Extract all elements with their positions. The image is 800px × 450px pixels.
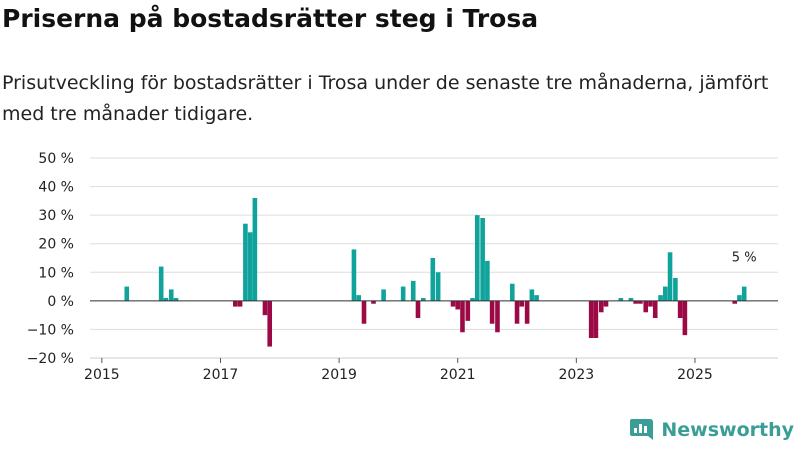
bar bbox=[598, 300, 604, 313]
bar bbox=[514, 300, 520, 324]
bar bbox=[638, 300, 643, 304]
annotations: 5 % bbox=[732, 251, 757, 266]
bar bbox=[618, 298, 624, 301]
bar bbox=[430, 258, 436, 301]
brand-name: Newsworthy bbox=[661, 419, 794, 441]
last-value-label: 5 % bbox=[732, 251, 757, 266]
bar bbox=[603, 300, 609, 307]
bar bbox=[648, 300, 653, 307]
bar bbox=[400, 286, 406, 301]
bar bbox=[421, 298, 426, 301]
bar bbox=[435, 272, 441, 301]
bar bbox=[495, 300, 500, 333]
bar bbox=[593, 300, 599, 338]
bar bbox=[509, 283, 515, 301]
y-tick-label: −20 % bbox=[27, 351, 74, 367]
bar bbox=[524, 300, 530, 324]
bar bbox=[247, 232, 253, 301]
bars bbox=[124, 198, 747, 347]
bar bbox=[124, 286, 130, 301]
bar bbox=[534, 295, 539, 301]
newsworthy-brand[interactable]: Newsworthy bbox=[629, 416, 794, 444]
y-tick-label: 40 % bbox=[38, 180, 74, 196]
bar bbox=[677, 300, 683, 318]
bar bbox=[480, 218, 485, 301]
bar bbox=[415, 300, 421, 318]
bar bbox=[465, 300, 471, 321]
bar bbox=[470, 298, 475, 301]
y-tick-label: −10 % bbox=[27, 322, 74, 338]
bar bbox=[474, 215, 480, 301]
x-tick-label: 2019 bbox=[321, 367, 357, 383]
bar bbox=[737, 295, 742, 301]
bar bbox=[381, 289, 386, 301]
bar bbox=[351, 249, 357, 301]
bar bbox=[410, 280, 416, 301]
bar bbox=[529, 289, 535, 301]
y-tick-label: 20 % bbox=[38, 237, 74, 253]
bar bbox=[633, 300, 638, 304]
bar bbox=[361, 300, 367, 324]
y-tick-label: 50 % bbox=[38, 151, 74, 167]
newsworthy-logo-icon bbox=[630, 419, 654, 440]
bar bbox=[663, 286, 668, 301]
bar bbox=[489, 300, 495, 324]
bar bbox=[371, 300, 376, 304]
bar bbox=[732, 300, 738, 304]
bar bbox=[158, 266, 164, 301]
bar bbox=[741, 286, 747, 301]
bar bbox=[267, 300, 273, 347]
bar bbox=[519, 300, 525, 307]
chart-subtitle: Prisutveckling för bostadsrätter i Trosa… bbox=[2, 72, 769, 125]
bar bbox=[168, 289, 174, 301]
x-tick-label: 2021 bbox=[440, 367, 476, 383]
bar bbox=[237, 300, 243, 307]
x-tick-label: 2023 bbox=[559, 367, 595, 383]
x-tick-label: 2025 bbox=[677, 367, 713, 383]
bar bbox=[682, 300, 688, 336]
bar bbox=[652, 300, 658, 318]
bar bbox=[163, 298, 169, 301]
bar bbox=[673, 278, 678, 301]
x-axis: 2015 2017 2019 2021 2023 2025 bbox=[84, 357, 778, 383]
bar bbox=[173, 298, 179, 301]
bar bbox=[643, 300, 649, 313]
bar bbox=[588, 300, 594, 338]
bar bbox=[628, 298, 634, 301]
y-tick-label: 0 % bbox=[47, 294, 74, 310]
bar bbox=[667, 252, 673, 301]
bar bbox=[356, 295, 361, 301]
chart-title: Priserna på bostadsrätter steg i Trosa bbox=[2, 4, 539, 33]
bar bbox=[233, 300, 238, 307]
bar bbox=[262, 300, 268, 316]
bar bbox=[450, 300, 456, 307]
bar bbox=[485, 260, 490, 301]
bar bbox=[460, 300, 465, 333]
bar-chart: −20 %−10 %0 %10 %20 %30 %40 %50 % 2015 20… bbox=[27, 151, 778, 383]
bar bbox=[252, 198, 258, 301]
bar bbox=[455, 300, 461, 310]
x-tick-label: 2015 bbox=[84, 367, 120, 383]
y-tick-label: 10 % bbox=[38, 265, 74, 281]
bar bbox=[243, 223, 248, 301]
x-tick-label: 2017 bbox=[203, 367, 239, 383]
bar bbox=[658, 295, 663, 301]
y-tick-label: 30 % bbox=[38, 208, 74, 224]
y-axis-labels: −20 % −10 % 0 % 10 % 20 % 30 % 40 % 50 % bbox=[27, 151, 74, 367]
